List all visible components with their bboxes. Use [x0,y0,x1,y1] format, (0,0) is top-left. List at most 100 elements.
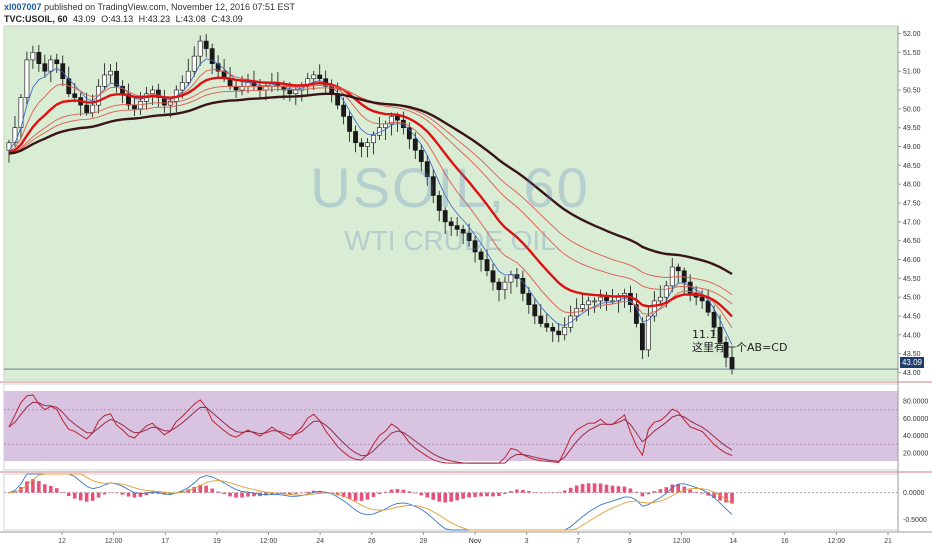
candle-body [723,342,729,358]
price-tick-label: 44.50 [903,313,921,320]
macd-histogram-bar [419,492,424,496]
candle-body [90,104,96,113]
candle-body [430,176,436,196]
macd-histogram-bar [413,492,418,494]
macd-histogram-bar [544,492,549,494]
macd-histogram-bar [264,492,268,496]
macd-histogram-bar [240,492,244,498]
macd-histogram-bar [700,492,704,494]
macd-histogram-bar [550,492,555,494]
ma-mid-line [8,76,733,318]
candle-body [209,48,215,64]
macd-histogram-bar [156,492,161,494]
price-tick-label: 46.50 [903,238,921,245]
macd-histogram-bar [664,487,669,493]
macd-histogram-bar [521,489,525,493]
price-tick-label: 48.00 [903,182,921,189]
macd-histogram-bar [299,492,304,494]
time-tick-label: 19 [213,538,221,545]
price-tick-label: 45.00 [903,295,921,302]
candle-body [347,116,352,132]
macd-histogram-bar [395,488,400,493]
macd-histogram-bar [150,492,155,494]
high-label: H:43.23 [138,14,171,24]
price-tick-label: 52.00 [903,31,921,38]
last-price-tag: 43.09 [900,357,924,368]
time-tick-label: 26 [368,538,376,545]
macd-histogram-bar [234,492,238,498]
chart-annotation[interactable]: 11.12 这里有一个AB=CD [692,328,787,354]
price-tick-label: 47.00 [903,219,921,226]
candle-body [472,240,478,253]
candle-body [717,326,723,343]
candle-body [383,123,388,128]
macd-histogram-bar [449,492,453,502]
macd-histogram-bar [598,483,603,493]
candle-body [42,63,48,72]
macd-histogram-bar [144,492,149,496]
candle-body [132,104,137,110]
macd-histogram-bar [389,489,394,493]
macd-histogram-bar [467,492,471,498]
macd-histogram-bar [485,492,489,497]
candle-body [544,323,550,328]
candle-body [365,142,370,147]
macd-histogram-bar [491,492,495,497]
macd-histogram-bar [694,491,698,493]
rsi-band [4,391,898,461]
time-tick-label: 14 [729,538,737,545]
candle-body [634,304,639,324]
macd-histogram-bar [383,491,388,493]
time-tick-label: 28 [419,538,427,545]
macd-histogram-bar [192,486,197,493]
macd-histogram-bar [437,492,442,502]
time-tick-label: 12:00 [828,538,846,545]
time-tick-label: 7 [576,538,580,545]
ma-long-line [8,92,733,276]
time-tick-label: 16 [781,538,789,545]
macd-histogram-bar [479,492,483,497]
macd-histogram-bar [622,486,627,493]
candle-body [550,326,556,332]
price-tick-label: 43.50 [903,351,921,358]
macd-histogram-bar [138,492,143,497]
macd-histogram-bar [628,488,633,493]
macd-histogram-bar [556,492,561,493]
macd-histogram-bar [592,483,597,493]
candle-body [645,315,651,351]
macd-histogram-bar [730,492,734,504]
candle-body [562,326,568,336]
macd-histogram-bar [574,485,579,493]
candle-body [150,89,155,95]
macd-histogram-bar [443,492,447,503]
macd-histogram-bar [658,489,663,493]
time-tick-label: 12 [58,538,66,545]
last-price-label: 43.09 [73,14,96,24]
candle-body [699,296,705,302]
macd-histogram-bar [54,488,59,493]
candle-body [48,59,54,72]
candle-body [436,195,442,211]
candle-body [675,266,681,272]
price-tick-label: 45.50 [903,276,921,283]
macd-line [8,473,733,531]
time-tick-label: 21 [884,538,892,545]
macd-histogram-bar [646,492,651,495]
macd-histogram-bar [568,487,573,493]
macd-histogram-bar [634,491,639,493]
author-name[interactable]: xl007007 [4,2,42,12]
time-tick-label: 12:00 [105,538,123,545]
candle-body [448,221,454,226]
macd-histogram-bar [604,484,609,493]
macd-histogram-bar [162,492,167,495]
candle-body [580,304,586,309]
candle-body [287,89,293,95]
candle-body [496,281,502,290]
macd-histogram-bar [90,492,95,501]
macd-histogram-bar [102,492,107,495]
macd-histogram-bar [252,492,256,497]
candle-body [179,82,185,91]
macd-histogram-bar [712,492,716,499]
candle-body [185,70,191,83]
